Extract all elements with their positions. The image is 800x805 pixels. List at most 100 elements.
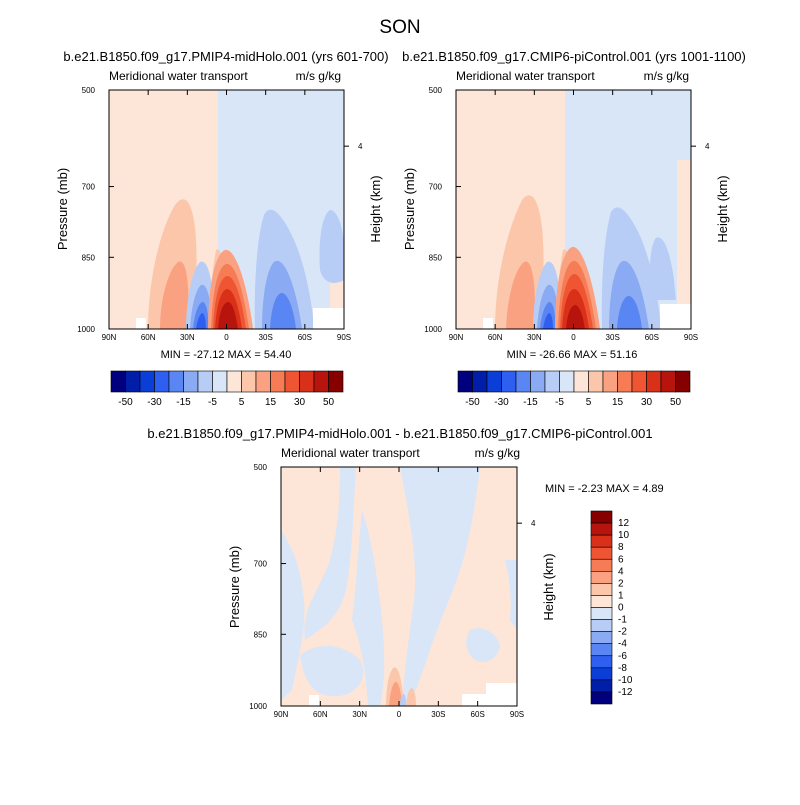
colorbar-swatch [559,370,575,393]
panel-2-contour-sh-neg-3 [617,295,642,329]
colorbar-label: -8 [618,663,627,674]
panel-1-contour-sh-hl-neg [319,210,344,283]
colorbar-swatch [284,370,300,393]
panel-3-neg-small [400,694,406,706]
panel-1-contour-sh-neg-3 [270,292,296,329]
y-tick-label: 850 [82,253,96,262]
panel-3-pos-core-2 [389,681,402,706]
colorbar-label: -6 [618,651,627,662]
colorbar-label: 6 [618,554,624,565]
panel-2-stats: MIN = -26.66 MAX = 51.16 [507,349,638,361]
panel-1: b.e21.B1850.f09_g17.PMIP4-midHolo.001 (y… [55,49,389,408]
y-tick-label: 1000 [424,325,442,334]
panel-2-axes: 90N 60N 30N 0 30S 60S 90S 500 700 850 1000 4 [424,86,710,342]
colorbar-label: 5 [586,397,592,408]
colorbar-swatch [590,522,613,536]
y-tick-label: 500 [254,463,268,472]
panel-2: b.e21.B1850.f09_g17.CMIP6-piControl.001 … [402,49,746,408]
panel-2-right-axis-label: Height (km) [715,175,730,242]
colorbar-label: 4 [618,566,624,577]
colorbar-label: 10 [618,530,630,541]
x-tick-label: 60N [313,710,328,719]
x-tick-label: 90N [449,333,464,342]
panel-2-contour-sh-neg-2 [609,260,649,329]
colorbar-swatch [299,370,315,393]
colorbar-swatch [472,370,488,393]
colorbar-label: -50 [118,397,133,408]
colorbar-label: 50 [670,397,682,408]
panel-3-missing-right-2 [462,694,486,706]
colorbar-label: -1 [618,615,627,626]
x-tick-label: 0 [397,710,402,719]
panel-1-title: b.e21.B1850.f09_g17.PMIP4-midHolo.001 (y… [63,49,388,64]
colorbar-swatch [631,370,647,393]
colorbar-label: 2 [618,578,624,589]
panel-2-plot-area [456,90,691,329]
colorbar-swatch [183,370,199,393]
colorbar-swatch [590,679,613,693]
panel-1-axes: 90N 60N 30N 0 30S 60S 90S 500 700 850 1000 4 [77,86,363,342]
colorbar-label: 5 [239,397,245,408]
panel-3-neg-streak-4 [400,467,480,706]
panel-2-missing-left [483,318,493,329]
colorbar-swatch [139,370,155,393]
y-tick-label: 850 [429,253,443,262]
colorbar-swatch [457,370,473,393]
colorbar-label: 12 [618,518,630,529]
panel-2-contour-pos-eq-5 [566,305,585,329]
colorbar-swatch [590,558,613,572]
panel-3-missing-left [309,695,319,706]
colorbar-swatch [617,370,633,393]
colorbar-swatch [590,691,613,705]
colorbar-label: -15 [176,397,191,408]
panel-3: b.e21.B1850.f09_g17.PMIP4-midHolo.001 - … [147,426,663,719]
colorbar-label: -15 [523,397,538,408]
colorbar-label: 0 [618,603,624,614]
colorbar-swatch [590,655,613,669]
y-tick-label: 1000 [249,702,267,711]
colorbar-swatch [675,370,691,393]
colorbar-swatch [313,370,329,393]
colorbar-swatch [590,631,613,644]
y-tick-label: 700 [429,183,443,192]
panel-1-missing-left [136,318,146,329]
panel-2-contour-neg-a4 [543,313,553,329]
panel-3-neg-streak-1 [281,530,305,700]
colorbar-label: 1 [618,590,624,601]
x-tick-label: 60N [488,333,503,342]
colorbar-swatch [590,607,613,620]
colorbar-swatch [486,370,502,393]
x-tick-label: 30N [352,710,367,719]
colorbar-swatch [660,370,676,393]
colorbar-label: -30 [494,397,509,408]
panel-3-right-axis-label: Height (km) [541,553,556,620]
colorbar-label: -5 [555,397,564,408]
x-tick-label: 30N [527,333,542,342]
colorbar-label: -50 [465,397,480,408]
y-tick-label: 500 [429,86,443,95]
colorbar-label: 15 [265,397,277,408]
panel-3-neg-streak-7 [466,628,500,662]
y-tick-label: 850 [254,630,268,639]
colorbar-swatch [646,370,662,393]
panel-1-units-label: m/s g/kg [296,69,341,83]
colorbar-label: -5 [208,397,217,408]
right-tick-label: 4 [531,519,536,528]
panel-2-bg-positive-sh-rim [677,160,691,329]
y-tick-label: 1000 [77,325,95,334]
panel-1-colorbar: -50 -30 -15 -5 5 15 30 50 [110,370,344,408]
colorbar-label: -12 [618,687,633,698]
colorbar-swatch [590,583,613,596]
x-tick-label: 90N [274,710,289,719]
panel-2-variable-label: Meridional water transport [456,69,595,83]
colorbar-label: -30 [147,397,162,408]
panel-1-missing-right [313,308,344,329]
panel-3-units-label: m/s g/kg [475,446,520,460]
colorbar-label: -2 [618,627,627,638]
panel-2-y-axis-label: Pressure (mb) [402,168,417,250]
colorbar-swatch [590,643,613,657]
x-tick-label: 90S [510,710,524,719]
x-tick-label: 60S [471,710,485,719]
panel-2-units-label: m/s g/kg [644,69,689,83]
